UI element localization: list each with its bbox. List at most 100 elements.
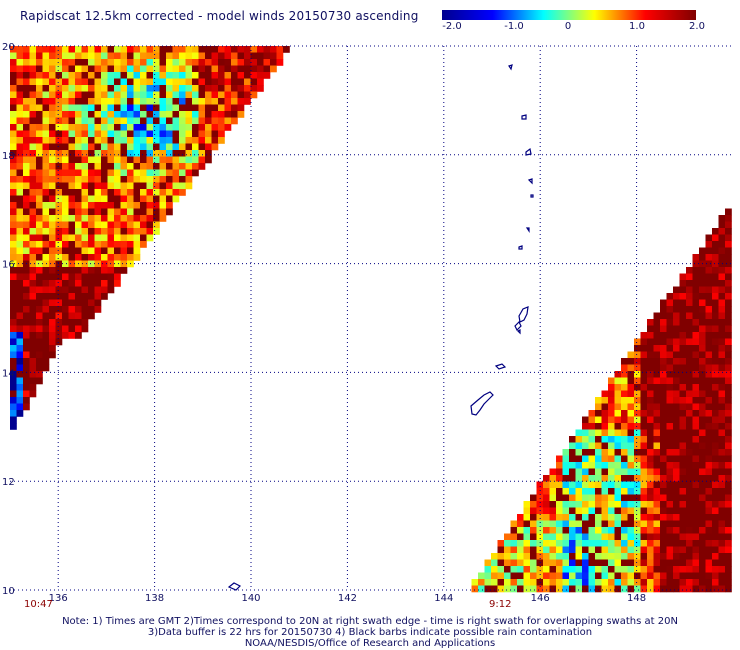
swath-cell [621,572,628,580]
swath-cell [94,78,102,86]
swath-cell [179,150,186,157]
swath-cell [705,338,713,346]
swath-cell [634,364,641,372]
swath-cell [172,124,180,131]
swath-cell [575,540,583,547]
swath-cell [276,59,284,66]
swath-cell [660,416,667,424]
swath-cell [627,501,635,508]
swath-cell [699,494,706,502]
swath-cell [120,98,128,105]
swath-cell [686,507,693,515]
swath-cell [601,462,609,469]
swath-cell [582,416,589,424]
swath-cell [16,364,24,372]
swath-cell [673,553,680,560]
swath-cell [205,98,212,105]
swath-cell [127,195,134,203]
swath-cell [68,98,76,105]
swath-cell [725,533,732,541]
swath-cell [94,241,102,248]
swath-cell [575,520,583,528]
swath-cell [705,384,713,391]
swath-cell [608,397,615,404]
swath-cell [153,72,160,79]
swath-cell [627,377,635,385]
swath-cell [29,169,37,177]
swath-cell [172,104,180,112]
swath-cell [36,169,43,177]
swath-cell [569,514,576,521]
swath-cell [166,59,173,66]
swath-cell [699,481,706,489]
swath-cell [679,338,687,346]
swath-cell [699,527,706,534]
swath-cell [673,481,680,489]
swath-cell [231,91,238,99]
swath-cell [647,546,654,554]
swath-cell [673,566,680,573]
swath-cell [588,475,596,482]
swath-cell [712,475,719,482]
swath-cell [562,579,570,586]
swath-cell [666,416,674,424]
swath-cell [673,494,680,502]
swath-cell [224,78,232,86]
swath-cell [640,514,648,521]
swath-cell [718,215,726,222]
swath-cell [510,533,518,541]
swath-cell [42,137,50,144]
swath-cell [172,156,180,164]
swath-cell [140,78,147,86]
swath-cell [673,293,680,300]
swath-cell [712,462,719,469]
colorbar-tick-label: 0 [564,21,572,32]
swath-cell [159,59,167,66]
swath-cell [68,273,76,281]
swath-cell [68,85,76,92]
swath-cell [75,52,82,60]
swath-cell [686,559,693,567]
swath-cell [575,527,583,534]
swath-cell [647,468,654,476]
swath-cell [640,390,648,398]
swath-cell [68,176,76,183]
swath-cell [36,286,43,294]
swath-cell [42,286,50,294]
swath-cell [601,559,609,567]
swath-cell [29,59,37,66]
swath-cell [673,371,680,378]
swath-cell [699,572,706,580]
swath-cell [10,182,17,190]
swath-cell [16,150,24,157]
swath-cell [10,208,17,216]
swath-cell [608,403,615,411]
swath-cell [601,546,609,554]
swath-cell [666,501,674,508]
swath-cell [114,221,121,229]
swath-cell [647,494,654,502]
swath-cell [712,286,719,294]
swath-cell [614,507,622,515]
swath-cell [198,98,206,105]
swath-cell [133,234,141,242]
swath-cell [621,514,628,521]
swath-cell [16,234,24,242]
swath-cell [614,566,622,573]
swath-cell [127,208,134,216]
swath-cell [192,78,199,86]
swath-cell [647,579,654,586]
swath-cell [153,215,160,222]
swath-cell [29,156,37,164]
swath-cell [608,475,615,482]
swath-cell [94,189,102,196]
swath-cell [81,78,89,86]
swath-cell [549,566,557,573]
swath-cell [562,488,570,495]
swath-cell [510,546,518,554]
swath-cell [10,254,17,261]
swath-cell [140,143,147,151]
swath-cell [42,247,50,255]
swath-cell [699,358,706,365]
swath-cell [179,176,186,183]
